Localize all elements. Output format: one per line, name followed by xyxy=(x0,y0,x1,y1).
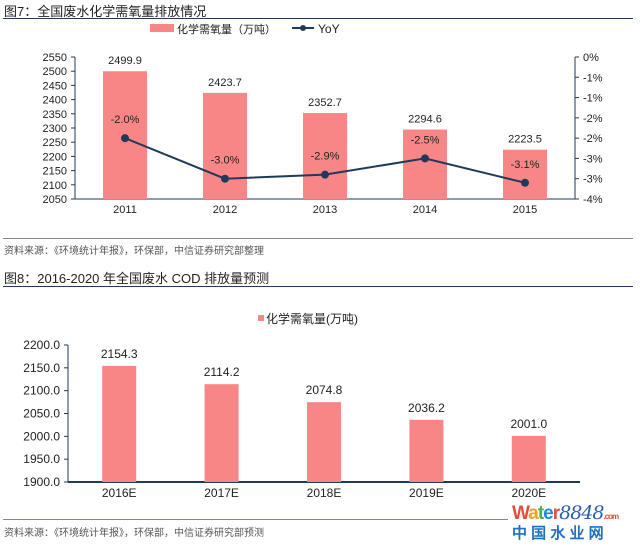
y2-tick-label: -3% xyxy=(583,153,603,165)
yoy-data-label: -2.9% xyxy=(311,151,340,163)
y2-tick-label: -2% xyxy=(583,113,603,125)
y-tick-label: 2100 xyxy=(43,180,67,192)
bar xyxy=(511,435,546,482)
bar-data-label: 2499.9 xyxy=(108,55,142,67)
bar-data-label: 2114.2 xyxy=(204,365,240,379)
y-tick-label: 1900.0 xyxy=(23,475,60,489)
x-tick-label: 2012 xyxy=(213,204,237,216)
x-tick-label: 2018E xyxy=(307,486,342,500)
y2-tick-label: 0% xyxy=(583,52,599,64)
y-tick-label: 2300 xyxy=(43,123,67,135)
bar xyxy=(303,113,347,199)
y-tick-label: 2100.0 xyxy=(23,384,60,398)
y-tick-label: 2400 xyxy=(43,95,67,107)
y-tick-label: 2200.0 xyxy=(23,338,60,352)
title-rule xyxy=(3,18,633,19)
y-tick-label: 2200 xyxy=(43,151,67,163)
x-tick-label: 2016E xyxy=(102,486,137,500)
bar xyxy=(204,384,239,482)
x-tick-label: 2017E xyxy=(204,486,239,500)
y2-tick-label: -4% xyxy=(583,194,603,206)
x-tick-label: 2014 xyxy=(413,204,437,216)
y-tick-label: 2150.0 xyxy=(23,361,60,375)
chart2-title: 图8：2016-2020 年全国废水 COD 排放量预测 xyxy=(4,271,270,286)
yoy-point xyxy=(121,134,129,143)
title-rule xyxy=(3,286,633,287)
chart1-source: 资料来源：《环境统计年报》，环保部，中信证券研究部整理 xyxy=(4,246,264,257)
y2-tick-label: -2% xyxy=(583,133,603,145)
y2-tick-label: -1% xyxy=(583,72,603,84)
bar xyxy=(203,92,247,199)
y-tick-label: 2550 xyxy=(43,52,67,64)
chart2-source: 资料来源：《环境统计年报》，环保部，中信证券研究部预测 xyxy=(4,528,264,539)
y-tick-label: 2050 xyxy=(43,194,67,206)
y-tick-label: 1950.0 xyxy=(23,452,60,466)
bar-data-label: 2074.8 xyxy=(306,383,343,397)
x-tick-label: 2019E xyxy=(409,486,444,500)
source-rule xyxy=(3,519,508,520)
y-tick-label: 2350 xyxy=(43,109,67,121)
y-tick-label: 2450 xyxy=(43,80,67,92)
legend-bar-label: 化学需氧量(万吨) xyxy=(266,311,358,326)
yoy-point xyxy=(321,170,329,179)
yoy-data-label: -2.5% xyxy=(411,134,440,146)
yoy-point xyxy=(221,174,229,183)
legend-bar-label: 化学需氧量（万吨） xyxy=(177,22,276,36)
bar-data-label: 2036.2 xyxy=(408,401,445,415)
y-tick-label: 2150 xyxy=(43,166,67,178)
x-tick-label: 2011 xyxy=(113,204,137,216)
legend-bar-swatch xyxy=(258,315,264,321)
bar-data-label: 2154.3 xyxy=(101,347,138,361)
yoy-data-label: -3.0% xyxy=(211,155,240,167)
chart1-title: 图7：全国废水化学需氧量排放情况 xyxy=(4,4,207,19)
x-tick-label: 2020E xyxy=(511,486,546,500)
y2-tick-label: -3% xyxy=(583,174,603,186)
y2-tick-label: -1% xyxy=(583,93,603,105)
legend-line-label: YoY xyxy=(318,22,340,36)
x-tick-label: 2015 xyxy=(513,204,537,216)
x-tick-label: 2013 xyxy=(313,204,337,216)
watermark-logo: Water8848.com 中 国 水 业 网 xyxy=(512,502,619,542)
y-tick-label: 2250 xyxy=(43,137,67,149)
bar-data-label: 2352.7 xyxy=(308,97,342,109)
yoy-point xyxy=(521,178,529,187)
bar xyxy=(403,129,447,199)
legend-line-marker xyxy=(300,25,306,31)
yoy-data-label: -3.1% xyxy=(511,159,540,171)
bar-data-label: 2223.5 xyxy=(508,134,542,146)
yoy-data-label: -2.0% xyxy=(111,114,140,126)
bar-data-label: 2294.6 xyxy=(408,114,442,126)
yoy-point xyxy=(421,154,429,163)
legend-bar-swatch xyxy=(150,24,174,32)
bar-data-label: 2423.7 xyxy=(208,77,242,89)
bar xyxy=(102,365,137,482)
bar-data-label: 2001.0 xyxy=(510,417,547,431)
source-rule xyxy=(3,238,633,239)
bar xyxy=(307,402,341,482)
y-tick-label: 2500 xyxy=(43,66,67,78)
bar xyxy=(503,149,547,199)
y-tick-label: 2000.0 xyxy=(23,429,60,443)
y-tick-label: 2050.0 xyxy=(23,407,60,421)
bar xyxy=(409,419,444,482)
